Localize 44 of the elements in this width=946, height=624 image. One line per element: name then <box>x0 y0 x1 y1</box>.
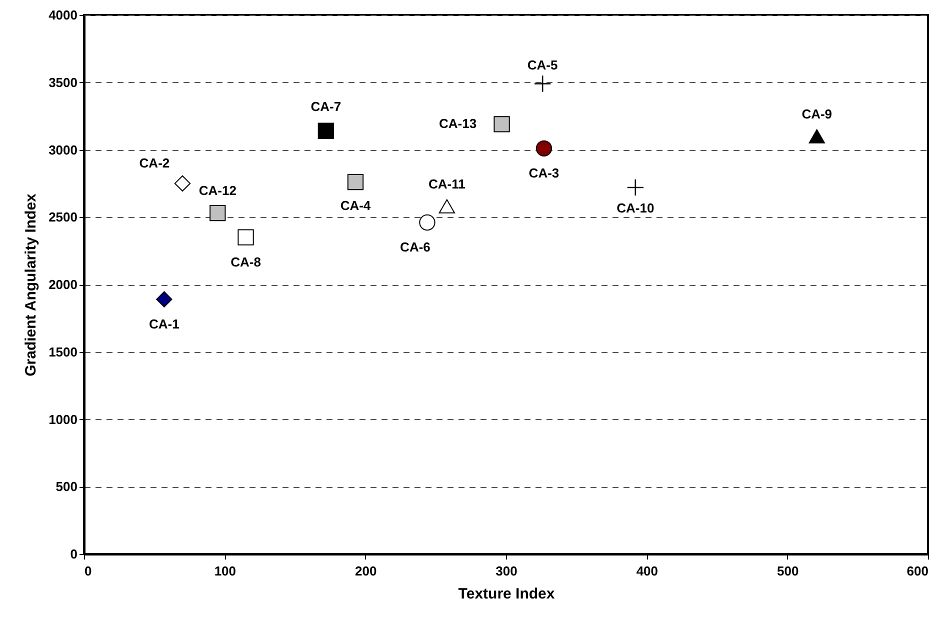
point <box>210 205 226 222</box>
point <box>536 140 552 156</box>
series-label: CA-6 <box>400 240 430 255</box>
y-tick-label: 3500 <box>48 74 78 90</box>
series-label: CA-11 <box>428 176 466 192</box>
x-tick-label: 500 <box>776 564 799 578</box>
series-label: CA-4 <box>340 198 372 214</box>
series-label: CA-5 <box>527 58 558 73</box>
y-tick-label: 2500 <box>48 210 78 225</box>
y-tick-label: 3000 <box>48 142 78 158</box>
series-label: CA-9 <box>802 106 832 122</box>
point <box>534 75 552 92</box>
y-tick-label: 4000 <box>48 8 78 22</box>
point <box>347 174 364 190</box>
point <box>174 175 191 192</box>
point <box>238 229 254 246</box>
y-tick-label: 2000 <box>48 277 78 292</box>
point <box>318 122 334 139</box>
series-label: CA-12 <box>198 183 236 198</box>
point <box>626 178 644 196</box>
series-label: CA-2 <box>139 155 170 170</box>
x-tick-label: 400 <box>636 564 658 578</box>
x-tick-label: 0 <box>84 564 92 578</box>
x-tick-label: 300 <box>496 564 518 578</box>
y-tick-label: 500 <box>56 479 78 494</box>
point <box>438 199 456 214</box>
y-axis-title: Gradient Angularity Index <box>22 192 40 376</box>
point <box>494 116 510 132</box>
series-label: CA-7 <box>310 98 342 114</box>
y-tick-label: 1000 <box>48 412 78 427</box>
x-tick-label: 100 <box>214 564 236 578</box>
point <box>156 291 172 308</box>
series-label: CA-8 <box>230 254 261 270</box>
point <box>419 214 436 231</box>
x-axis-title: Texture Index <box>458 586 556 602</box>
y-tick-label: 1500 <box>48 344 78 360</box>
x-tick-label: 600 <box>906 564 928 578</box>
point <box>808 129 825 144</box>
series-label: CA-10 <box>616 200 654 216</box>
x-tick-label: 200 <box>354 564 377 578</box>
y-tick-label: 0 <box>70 546 78 562</box>
series-label: CA-1 <box>149 316 180 332</box>
series-label: CA-3 <box>528 165 560 180</box>
series-label: CA-13 <box>438 116 477 132</box>
